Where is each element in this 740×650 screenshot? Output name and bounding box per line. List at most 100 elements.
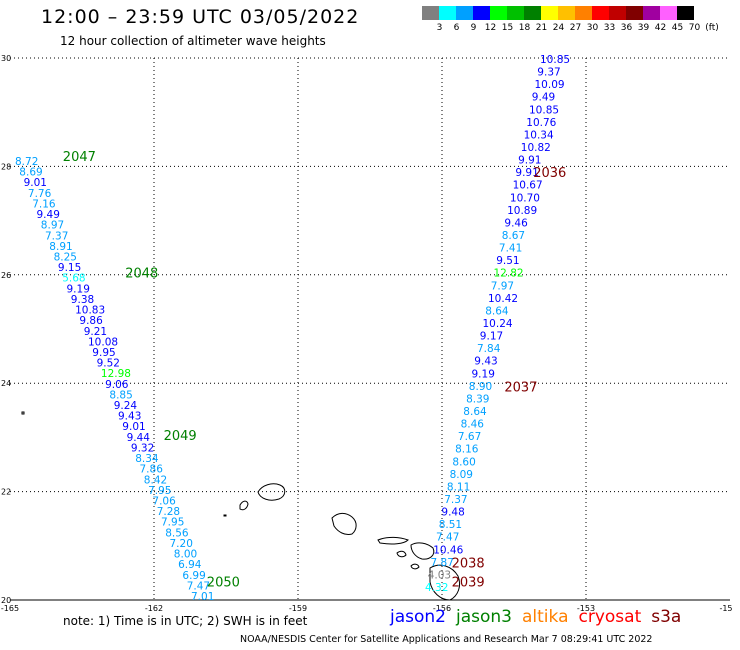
east-track-value: 10.70 <box>510 192 540 204</box>
legend-swatch <box>422 6 439 20</box>
west-track-value: 8.25 <box>54 252 77 264</box>
west-track-value: 9.01 <box>24 177 47 189</box>
islet-nihoa <box>21 411 25 415</box>
legend-label: 42 <box>654 23 667 33</box>
legend-swatch <box>524 6 541 20</box>
legend-label: 45 <box>671 23 684 33</box>
west-track-value: 9.44 <box>127 432 151 444</box>
legend-swatch <box>439 6 456 20</box>
west-track-value: 9.01 <box>122 421 145 433</box>
east-track-value: 10.67 <box>513 180 543 192</box>
east-track-value: 8.11 <box>447 481 470 493</box>
lat-tick-label: 28 <box>1 162 11 171</box>
pass-number: 2037 <box>504 380 537 395</box>
west-track-value: 7.95 <box>148 485 171 497</box>
satellite-legend: jason2 jason3 altika cryosat s3a <box>390 607 691 627</box>
legend-swatch <box>643 6 660 20</box>
legend-label: 36 <box>620 23 633 33</box>
west-track-value: 9.06 <box>105 379 129 391</box>
west-track-value: 10.83 <box>75 305 105 317</box>
legend-unit: (ft) <box>705 23 719 33</box>
pass-number: 2036 <box>533 166 566 181</box>
legend-swatch <box>558 6 575 20</box>
west-track-value: 7.28 <box>157 506 180 518</box>
west-track-value: 8.72 <box>15 156 38 168</box>
west-track-value: 7.47 <box>187 580 210 592</box>
legend-label: 70 <box>688 23 701 33</box>
legend-swatch <box>490 6 507 20</box>
west-track-value: 7.76 <box>28 188 52 200</box>
legend-swatch <box>592 6 609 20</box>
pass-labels: 2047 2048 2049 2050 2036 2037 2038 2039 <box>63 150 566 591</box>
east-track-value: 10.82 <box>521 142 551 154</box>
legend-label: 18 <box>518 23 531 33</box>
west-track-value: 8.85 <box>109 389 132 401</box>
west-track-value: 9.38 <box>71 294 94 306</box>
west-track-value: 10.08 <box>88 336 118 348</box>
lat-tick-label: 26 <box>1 271 11 280</box>
east-track-value: 9.91 <box>515 167 538 179</box>
east-track-value: 9.37 <box>537 67 560 79</box>
west-track-value: 7.95 <box>161 517 184 529</box>
legend-label: 27 <box>569 23 582 33</box>
graticule: -165 -162 -159 -156 -153 -15 30 28 26 24 22 20 <box>1 54 733 613</box>
east-track-value: 8.64 <box>485 305 509 317</box>
credit-line: NOAA/NESDIS Center for Satellite Applica… <box>240 634 653 645</box>
lon-tick-label: -153 <box>577 604 595 613</box>
west-track-value: 8.91 <box>49 241 72 253</box>
east-track-value: 9.19 <box>472 368 495 380</box>
hawaiian-islands <box>21 411 461 601</box>
units-note: note: 1) Time is in UTC; 2) SWH is in fe… <box>63 614 308 628</box>
east-track-value: 9.48 <box>441 507 464 519</box>
west-track-value: 12.98 <box>101 368 131 380</box>
island-lanai <box>396 550 407 558</box>
island-hawaii <box>429 564 461 601</box>
east-track-value: 8.09 <box>450 469 473 481</box>
west-track-value: 6.94 <box>178 559 202 571</box>
east-track-value: 7.87 <box>431 557 454 569</box>
island-oahu <box>331 512 357 535</box>
east-track-value: 7.84 <box>477 343 501 355</box>
west-track-value: 8.42 <box>144 474 167 486</box>
west-track-value: 9.86 <box>79 315 103 327</box>
west-track-value: 9.19 <box>67 283 90 295</box>
east-track-value: 9.46 <box>504 217 528 229</box>
east-track-value: 7.67 <box>458 431 481 443</box>
legend-swatch <box>507 6 524 20</box>
east-track-value: 8.16 <box>455 444 479 456</box>
west-track-value: 9.95 <box>92 347 115 359</box>
map-subtitle: 12 hour collection of altimeter wave hei… <box>60 34 326 48</box>
satellite-name: jason3 <box>456 607 512 627</box>
legend-label: 9 <box>470 23 477 33</box>
east-track-value: 12.82 <box>494 268 524 280</box>
legend-swatch <box>473 6 490 20</box>
island-kahoolawe <box>410 563 420 570</box>
lat-tick-label: 30 <box>1 54 11 63</box>
west-track-value: 8.00 <box>174 549 197 561</box>
east-track-value: 10.24 <box>483 318 513 330</box>
east-track-value: 10.34 <box>524 129 554 141</box>
west-track-value: 8.97 <box>41 220 64 232</box>
island-kauai <box>257 483 286 501</box>
east-track-value: 10.85 <box>540 54 570 66</box>
lon-tick-label: -165 <box>1 604 19 613</box>
west-track-value: 8.69 <box>19 167 42 179</box>
west-track-value: 8.56 <box>165 527 189 539</box>
east-track-value: 8.67 <box>502 230 525 242</box>
east-track-value: 10.46 <box>433 544 463 556</box>
east-track-value: 8.64 <box>463 406 487 418</box>
islet-necker <box>223 514 227 517</box>
legend-swatch <box>575 6 592 20</box>
east-track-value: 9.49 <box>532 92 555 104</box>
west-track-value: 8.34 <box>135 453 159 465</box>
lon-tick-label: -15 <box>719 604 732 613</box>
legend-label: 33 <box>603 23 616 33</box>
legend-label: 15 <box>501 23 514 33</box>
west-track-value: 9.15 <box>58 262 81 274</box>
lat-tick-label: 20 <box>1 596 11 605</box>
east-track-value: 7.47 <box>436 532 459 544</box>
swh-values: 8.728.699.017.767.169.498.977.378.918.25… <box>15 54 570 603</box>
pass-number: 2049 <box>164 429 197 444</box>
east-track-value: 10.42 <box>488 293 518 305</box>
